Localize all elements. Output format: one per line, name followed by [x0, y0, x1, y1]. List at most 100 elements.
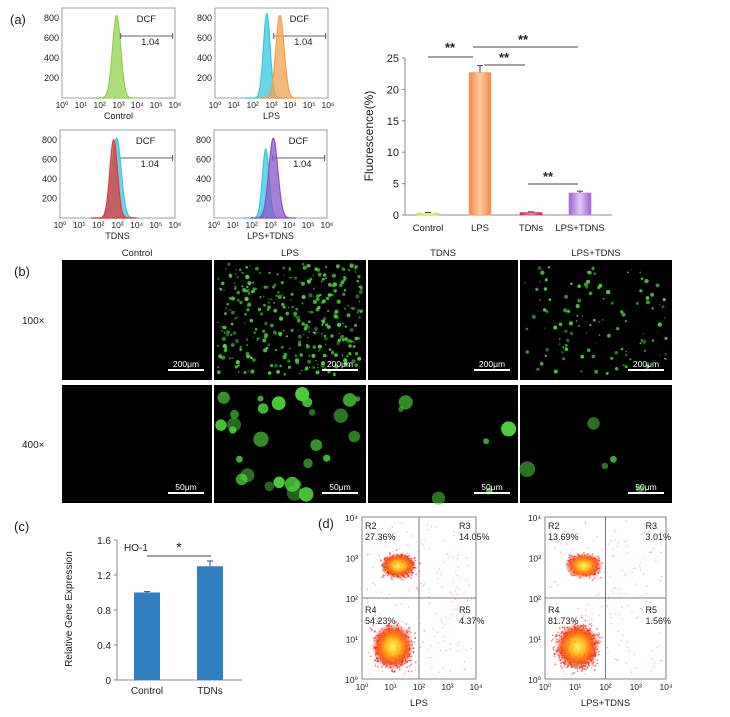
fluorescent-spot [246, 285, 249, 289]
event-dot [453, 530, 455, 533]
fluorescent-spot [334, 289, 337, 293]
event-dot [366, 520, 368, 522]
fluorescent-spot [320, 280, 323, 283]
fluorescent-spot [356, 311, 359, 314]
fluorescent-spot [347, 268, 351, 272]
event-dot [442, 539, 444, 542]
fluorescent-spot [325, 265, 328, 268]
y-ticks: 1.61.20.80.40 [97, 536, 117, 687]
fluorescent-spot [610, 356, 614, 360]
fluorescent-spot [256, 337, 259, 340]
significance-stars: ** [499, 50, 510, 65]
event-dot [454, 590, 456, 592]
fluorescent-spot [587, 417, 600, 430]
micrograph-column-label: Control [122, 248, 153, 259]
event-dot [551, 638, 554, 641]
fluorescent-spot [307, 336, 309, 339]
histogram-y-tick: 600 [44, 33, 59, 43]
fluorescent-spot [243, 371, 247, 374]
event-dot [450, 613, 453, 616]
fluorescent-spot [317, 366, 319, 369]
fluorescent-spot [307, 311, 310, 313]
fluorescent-spot [525, 350, 530, 354]
fluorescent-spot [598, 320, 601, 323]
fluorescent-spot [230, 343, 235, 347]
fluorescent-spot [639, 271, 642, 274]
event-dot [436, 631, 439, 633]
fluorescent-spot [664, 336, 668, 340]
micrograph-tile: 50μm [519, 385, 672, 503]
fluorescent-spot [272, 285, 275, 289]
fluorescent-spot [625, 350, 627, 353]
fluorescent-spot [627, 271, 629, 274]
dot-plot-0: R227.36%R314.05%R454.23%R54.37%10⁴10³10²… [345, 513, 490, 709]
fluorescent-spot [353, 341, 356, 344]
event-dot [449, 642, 451, 645]
fluorescent-spot [598, 283, 603, 288]
event-dot [389, 551, 391, 554]
event-dot [367, 554, 369, 556]
fluorescent-spot [644, 278, 649, 284]
fluorescent-spot [216, 370, 221, 375]
fluorescent-spot [309, 310, 313, 314]
fluorescent-spot [257, 307, 262, 312]
fluorescent-spot [316, 297, 320, 301]
fluorescent-spot [247, 370, 250, 372]
fluorescent-spot [662, 298, 666, 302]
event-dot [369, 673, 372, 675]
fluorescent-spot [357, 356, 362, 361]
density-core [564, 552, 603, 579]
fluorescent-spot [237, 298, 240, 302]
event-dot [404, 671, 406, 673]
fluorescent-spot [332, 282, 337, 287]
event-dot [406, 568, 409, 570]
fluorescent-spot [276, 298, 279, 300]
fluorescent-spot [351, 359, 356, 364]
fluorescent-spot [288, 277, 290, 279]
event-dot [401, 562, 403, 564]
event-dot [467, 584, 470, 587]
fluorescent-spot [299, 353, 303, 357]
histogram-x-tick: 10⁰ [209, 100, 222, 110]
event-dot [460, 577, 462, 579]
fluorescent-spot [651, 339, 655, 342]
event-dot [584, 619, 587, 622]
fluorescent-spot [225, 268, 227, 270]
ho1-bar-chart: Relative Gene Expression HO-1 1.61.20.80… [64, 536, 242, 697]
y-tick-label: 0.8 [97, 606, 111, 617]
fluorescent-spot [317, 305, 321, 310]
event-dot [366, 588, 369, 590]
histogram-x-tick: 10⁶ [169, 100, 182, 110]
fluorescent-spot [610, 455, 617, 463]
histogram-label: TDNS [105, 231, 130, 241]
event-dot [600, 636, 603, 639]
fluorescent-spot [598, 334, 601, 336]
fluorescent-spot [561, 351, 564, 354]
event-dot [410, 670, 413, 673]
event-dot [376, 620, 379, 623]
fluorescent-spot [301, 302, 304, 305]
quadrant-percent: 27.36% [365, 532, 396, 542]
fluorescent-spot [545, 309, 549, 313]
fluorescent-spot [540, 270, 545, 275]
event-dot [458, 588, 460, 590]
event-dot [366, 601, 369, 603]
fluorescent-spot [320, 363, 325, 368]
fluorescent-spot [321, 324, 324, 327]
fluorescent-spot [588, 291, 593, 296]
fluorescent-spot [276, 273, 279, 276]
histogram-curve-0 [94, 14, 140, 99]
fluorescent-spot [216, 366, 220, 369]
fluorescent-spot [224, 350, 227, 353]
fluorescent-spot [235, 360, 240, 365]
event-dot [398, 668, 401, 671]
micrograph-column-label: LPS+TDNS [571, 248, 620, 259]
fluorescent-spot [621, 312, 626, 317]
event-dot [441, 586, 443, 588]
fluorescent-spot [348, 344, 352, 348]
fluorescent-spot [295, 387, 310, 402]
event-dot [435, 613, 437, 615]
